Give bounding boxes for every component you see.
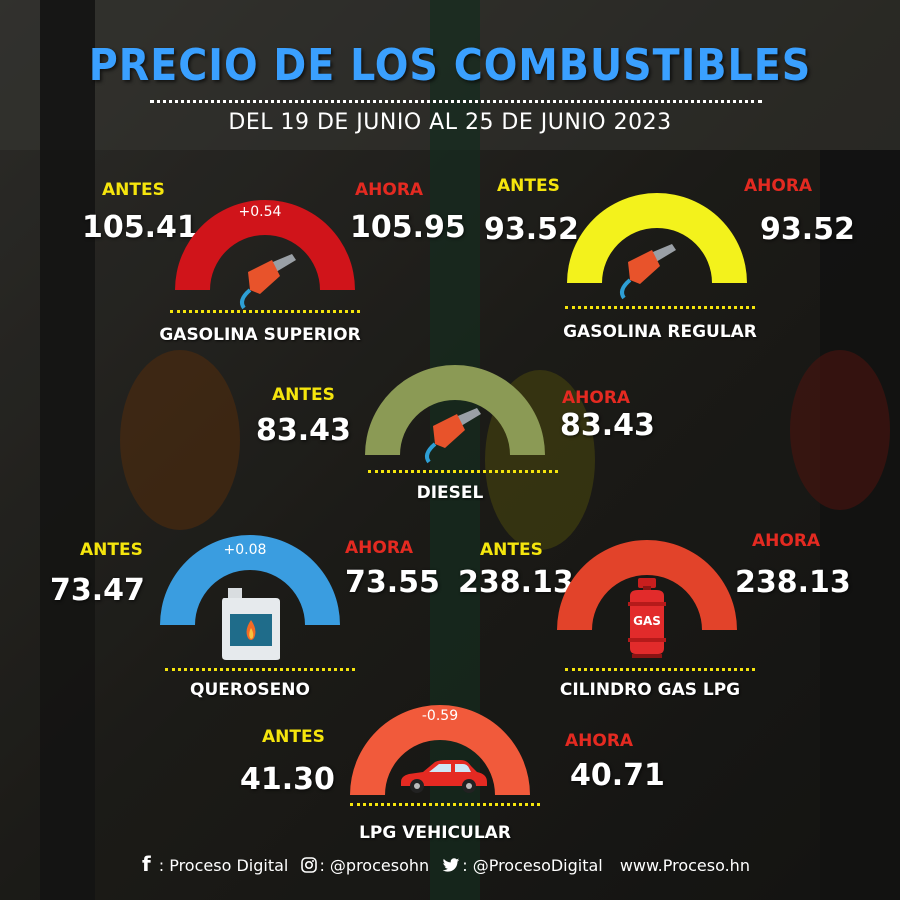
name-divider: [165, 668, 355, 671]
name-divider: [350, 803, 540, 806]
ahora-label: AHORA: [565, 731, 634, 751]
name-divider: [565, 668, 755, 671]
fuel-nozzle-icon: [240, 254, 296, 310]
antes-price: 238.13: [458, 565, 574, 600]
ahora-price: 40.71: [570, 758, 665, 793]
price-change: -0.59: [421, 708, 459, 724]
website-link[interactable]: www.Proceso.hn: [619, 856, 750, 875]
page-subtitle: DEL 19 DE JUNIO AL 25 DE JUNIO 2023: [228, 110, 672, 135]
facebook-icon[interactable]: f: [142, 852, 151, 876]
instagram-icon[interactable]: [301, 857, 318, 873]
gas-cylinder-label: GAS: [633, 614, 661, 628]
gauge-arc: [365, 365, 545, 455]
fuel-name: GASOLINA SUPERIOR: [159, 325, 361, 345]
gauge-arc: [350, 705, 530, 795]
ahora-label: AHORA: [355, 180, 424, 200]
gas-cylinder-icon: [628, 578, 666, 658]
ahora-price: 238.13: [735, 565, 851, 600]
car-icon: [401, 760, 487, 793]
name-divider: [368, 470, 558, 473]
antes-price: 41.30: [240, 762, 335, 797]
ahora-label: AHORA: [562, 388, 631, 408]
antes-price: 73.47: [50, 573, 145, 608]
antes-label: ANTES: [102, 180, 165, 200]
price-change: +0.08: [223, 542, 267, 558]
fuel-name: QUEROSENO: [190, 680, 310, 700]
antes-label: ANTES: [262, 727, 325, 747]
ahora-label: AHORA: [345, 538, 414, 558]
kerosene-jerrycan-icon: [222, 588, 280, 660]
fuel-name: GASOLINA REGULAR: [563, 322, 757, 342]
ahora-price: 105.95: [350, 210, 466, 245]
fuel-nozzle-icon: [620, 244, 676, 300]
fuel-name: CILINDRO GAS LPG: [559, 680, 741, 700]
twitter-handle[interactable]: : @ProcesoDigital: [462, 856, 603, 875]
facebook-handle[interactable]: : Proceso Digital: [158, 856, 289, 875]
gauge-arc: [567, 193, 747, 283]
title-divider: [150, 100, 762, 103]
name-divider: [565, 306, 755, 309]
gauge-arc: [160, 535, 340, 625]
instagram-handle[interactable]: : @procesohn: [319, 856, 430, 875]
ahora-price: 93.52: [760, 212, 855, 247]
footer: f : Proceso Digital : @procesohn : @Proce…: [0, 852, 900, 876]
gauge-arc: [557, 540, 737, 630]
antes-price: 105.41: [82, 210, 198, 245]
antes-label: ANTES: [80, 540, 143, 560]
ahora-label: AHORA: [752, 531, 821, 551]
antes-label: ANTES: [272, 385, 335, 405]
ahora-price: 73.55: [345, 565, 440, 600]
antes-price: 93.52: [484, 212, 579, 247]
ahora-label: AHORA: [744, 176, 813, 196]
ahora-price: 83.43: [560, 408, 655, 443]
antes-label: ANTES: [480, 540, 543, 560]
twitter-icon[interactable]: [442, 858, 460, 873]
gauge-arc: [175, 200, 355, 290]
antes-label: ANTES: [497, 176, 560, 196]
price-change: +0.54: [238, 204, 282, 220]
fuel-name: LPG VEHICULAR: [359, 823, 511, 843]
antes-price: 83.43: [256, 413, 351, 448]
fuel-name: DIESEL: [416, 483, 484, 503]
page-title: PRECIO DE LOS COMBUSTIBLES: [88, 40, 812, 91]
fuel-nozzle-icon: [425, 408, 481, 464]
name-divider: [170, 310, 360, 313]
